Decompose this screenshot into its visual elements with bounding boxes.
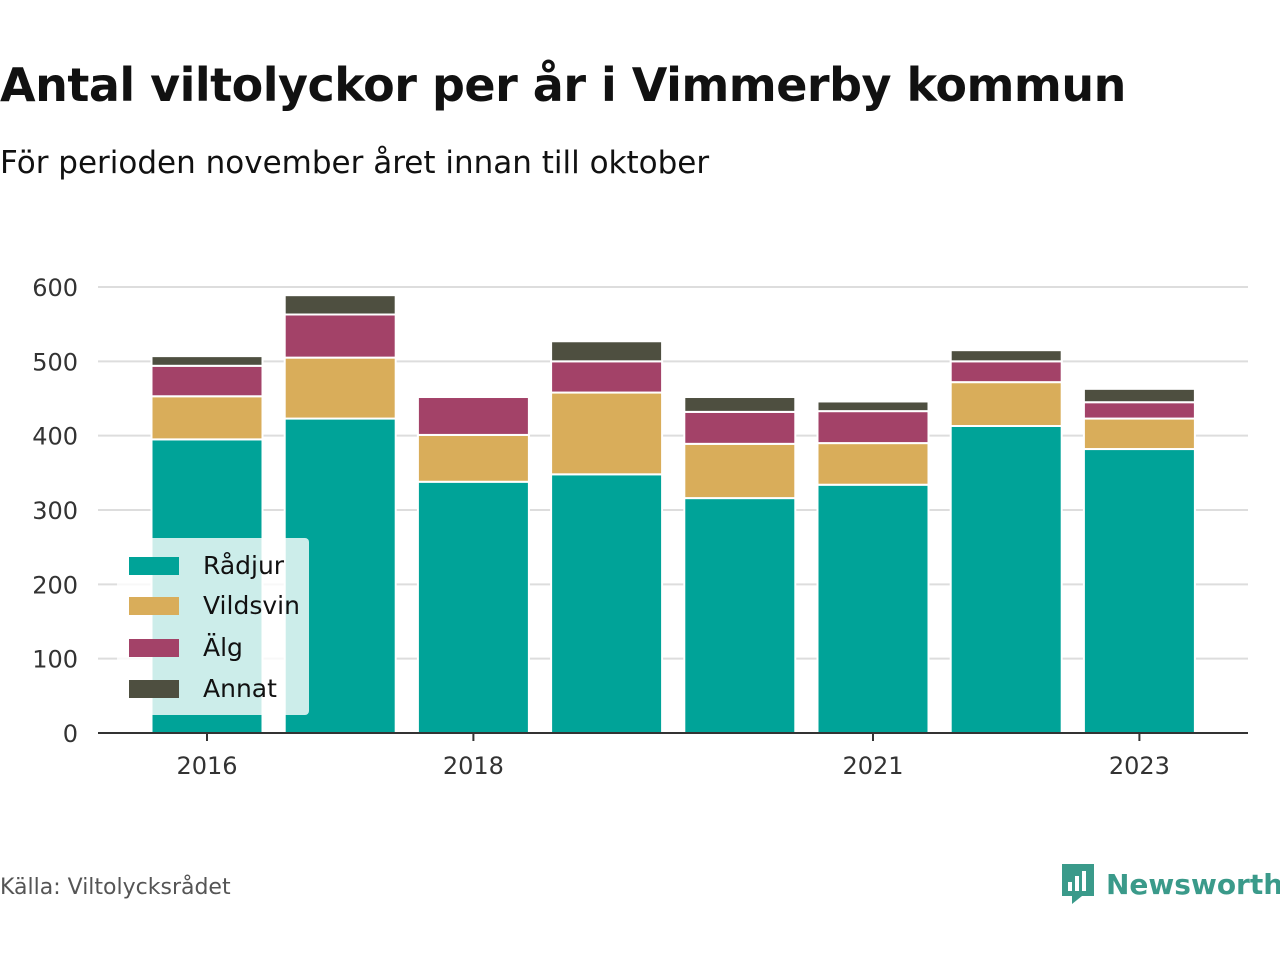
legend-swatch-radjur [129,556,179,575]
bar-2016-annat [150,355,264,367]
bar-2019-rådjur [550,473,664,734]
bar-2020-annat [683,396,797,413]
brand-name: Newsworthy [1106,867,1280,901]
bar-2020-rådjur [683,497,797,734]
bar-2019-älg [550,360,664,394]
y-tick-label-100: 100 [32,646,78,674]
brand-logo[interactable]: Newsworthy [1060,862,1280,906]
bar-2018-rådjur [416,480,530,734]
legend-label-alg: Älg [203,633,243,662]
bar-2019-vildsvin [550,391,664,476]
y-tick-label-400: 400 [32,423,78,451]
bar-2016-älg [150,364,264,398]
legend-swatch-annat [129,679,179,698]
bar-2018-vildsvin [416,433,530,483]
bar-2017-annat [283,294,397,316]
bar-2017-älg [283,313,397,359]
legend-label-radjur: Rådjur [203,551,285,580]
bar-2019-annat [550,340,664,363]
legend-label-annat: Annat [203,674,277,703]
legend-swatch-vildsvin [129,596,179,615]
x-tick-label-2018: 2018 [443,752,504,780]
y-tick-label-600: 600 [32,274,78,302]
x-tick-label-2016: 2016 [176,752,237,780]
bar-2021-annat [816,400,930,413]
bar-2021-älg [816,410,930,445]
bar-2023-älg [1082,401,1196,420]
x-tick-label-2021: 2021 [842,752,903,780]
bar-2020-älg [683,410,797,445]
bar-2023-rådjur [1082,448,1196,734]
newsworthy-logo-icon [1062,864,1094,904]
chart-legend: Rådjur Vildsvin Älg Annat [117,538,309,715]
bar-2016-vildsvin [150,395,264,441]
legend-item-radjur: Rådjur [129,551,284,580]
legend-item-annat: Annat [129,674,277,703]
y-tick-label-300: 300 [32,497,78,525]
bar-2022-annat [949,349,1063,363]
bar-2023-vildsvin [1082,417,1196,451]
legend-label-vildsvin: Vildsvin [203,591,300,620]
source-note: Källa: Viltolycksrådet [0,875,231,900]
y-tick-label-0: 0 [63,720,78,748]
y-tick-label-500: 500 [32,348,78,376]
bar-2022-rådjur [949,425,1063,734]
bar-2018-älg [416,396,530,436]
bar-2021-vildsvin [816,442,930,486]
bar-2022-vildsvin [949,381,1063,428]
legend-item-vildsvin: Vildsvin [129,591,300,620]
y-tick-label-200: 200 [32,571,78,599]
legend-swatch-alg [129,638,179,657]
bar-2020-vildsvin [683,442,797,500]
bar-2023-annat [1082,387,1196,404]
bar-2017-vildsvin [283,356,397,420]
bar-2021-rådjur [816,483,930,734]
x-tick-label-2023: 2023 [1109,752,1170,780]
bar-2022-älg [949,360,1063,384]
chart-title: Antal viltolyckor per år i Vimmerby komm… [0,58,1126,112]
chart-subtitle: För perioden november året innan till ok… [0,145,710,181]
legend-item-alg: Älg [129,633,243,662]
